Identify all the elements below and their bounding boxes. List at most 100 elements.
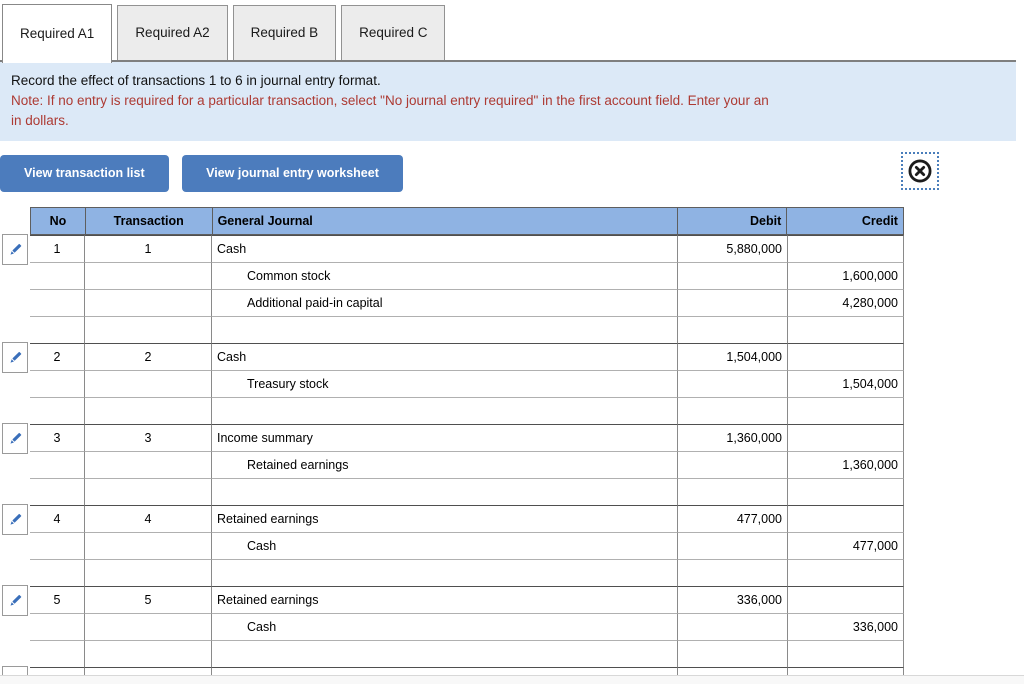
cell-credit <box>788 424 904 451</box>
journal-row: Additional paid-in capital 4,280,000 <box>0 289 1024 316</box>
cell-credit <box>788 397 904 424</box>
cell-transaction <box>85 613 212 640</box>
cell-transaction <box>85 478 212 505</box>
cell-credit <box>788 478 904 505</box>
journal-row <box>0 478 1024 505</box>
cell-debit: 1,360,000 <box>678 424 788 451</box>
tab-bar: Required A1 Required A2 Required B Requi… <box>0 0 1016 63</box>
pencil-icon <box>10 432 21 444</box>
bottom-divider <box>0 675 1024 684</box>
journal-row <box>0 397 1024 424</box>
edit-entry-button[interactable] <box>2 234 28 265</box>
journal-row: Treasury stock 1,504,000 <box>0 370 1024 397</box>
column-header-no: No <box>31 208 86 234</box>
cell-account: Cash <box>212 532 678 559</box>
instruction-text: Record the effect of transactions 1 to 6… <box>11 73 381 88</box>
journal-row: 1 1 Cash 5,880,000 <box>0 234 1024 265</box>
cell-debit <box>678 559 788 586</box>
journal-row: Common stock 1,600,000 <box>0 262 1024 289</box>
cell-debit <box>678 478 788 505</box>
cell-account <box>212 640 678 667</box>
cell-no <box>30 451 85 478</box>
instruction-note-line2: in dollars. <box>11 113 69 128</box>
cell-debit: 5,880,000 <box>678 235 788 262</box>
row-gutter <box>0 316 30 343</box>
cell-transaction <box>85 640 212 667</box>
cell-transaction: 4 <box>85 505 212 532</box>
cell-no <box>30 289 85 316</box>
cell-account <box>212 559 678 586</box>
cell-account: Retained earnings <box>212 586 678 613</box>
cell-no <box>30 613 85 640</box>
edit-entry-button[interactable] <box>2 342 28 373</box>
row-gutter <box>0 532 30 559</box>
cell-credit <box>788 316 904 343</box>
tab-required-b[interactable]: Required B <box>232 5 337 60</box>
journal-row <box>0 559 1024 586</box>
tab-required-c[interactable]: Required C <box>341 5 446 60</box>
row-gutter <box>0 423 30 454</box>
cell-account: Cash <box>212 235 678 262</box>
tab-required-a2[interactable]: Required A2 <box>117 5 228 60</box>
journal-row <box>0 640 1024 667</box>
row-gutter <box>0 342 30 373</box>
cell-account: Retained earnings <box>212 451 678 478</box>
cell-credit <box>788 586 904 613</box>
tab-label: Required A2 <box>135 25 210 40</box>
cell-debit <box>678 289 788 316</box>
row-gutter <box>0 451 30 478</box>
row-gutter <box>0 370 30 397</box>
journal-row: Cash 477,000 <box>0 532 1024 559</box>
pencil-icon <box>10 351 21 363</box>
row-gutter <box>0 504 30 535</box>
close-icon <box>908 159 932 183</box>
tab-label: Required A1 <box>20 26 95 41</box>
cell-credit <box>788 505 904 532</box>
view-transaction-list-button[interactable]: View transaction list <box>0 155 169 192</box>
row-gutter <box>0 585 30 616</box>
row-gutter <box>0 234 30 265</box>
cell-no <box>30 262 85 289</box>
edit-entry-button[interactable] <box>2 585 28 616</box>
edit-entry-button[interactable] <box>2 504 28 535</box>
circled-x-icon[interactable] <box>901 152 939 190</box>
cell-no <box>30 640 85 667</box>
cell-credit: 1,360,000 <box>788 451 904 478</box>
cell-debit <box>678 316 788 343</box>
cell-credit <box>788 559 904 586</box>
edit-entry-button[interactable] <box>2 423 28 454</box>
row-gutter <box>0 559 30 586</box>
cell-no <box>30 532 85 559</box>
cell-account: Additional paid-in capital <box>212 289 678 316</box>
cell-debit <box>678 262 788 289</box>
cell-debit: 1,504,000 <box>678 343 788 370</box>
cell-debit <box>678 613 788 640</box>
pencil-icon <box>10 243 21 255</box>
pencil-icon <box>10 513 21 525</box>
cell-transaction <box>85 532 212 559</box>
cell-no <box>30 478 85 505</box>
tab-required-a1[interactable]: Required A1 <box>2 4 113 63</box>
cell-debit: 477,000 <box>678 505 788 532</box>
cell-credit: 1,600,000 <box>788 262 904 289</box>
cell-credit: 4,280,000 <box>788 289 904 316</box>
cell-transaction: 3 <box>85 424 212 451</box>
cell-transaction: 2 <box>85 343 212 370</box>
view-journal-entry-worksheet-button[interactable]: View journal entry worksheet <box>182 155 403 192</box>
cell-no: 5 <box>30 586 85 613</box>
row-gutter <box>0 262 30 289</box>
column-header-transaction: Transaction <box>86 208 213 234</box>
pencil-icon <box>10 594 21 606</box>
cell-debit <box>678 370 788 397</box>
cell-no: 4 <box>30 505 85 532</box>
cell-no: 1 <box>30 235 85 262</box>
cell-transaction <box>85 289 212 316</box>
cell-debit <box>678 640 788 667</box>
cell-credit <box>788 640 904 667</box>
cell-no <box>30 316 85 343</box>
row-gutter <box>0 397 30 424</box>
cell-account <box>212 478 678 505</box>
column-header-debit: Debit <box>678 208 788 234</box>
toolbar: View transaction list View journal entry… <box>0 152 1016 192</box>
